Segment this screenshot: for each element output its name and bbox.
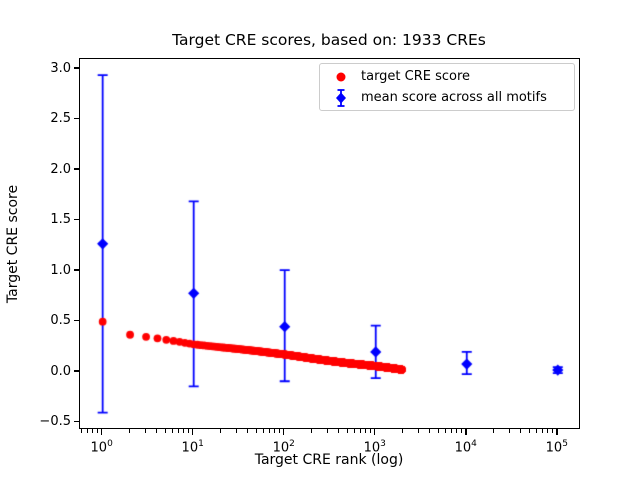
x-tick-label: 100: [90, 439, 113, 456]
x-tick-label: 104: [454, 439, 477, 456]
x-minor-tick-mark: [417, 429, 419, 433]
legend-label: target CRE score: [361, 69, 471, 84]
x-axis-label: Target CRE rank (log): [254, 452, 404, 468]
y-tick-mark: [74, 67, 79, 69]
x-tick-mark: [100, 429, 103, 435]
y-tick-mark: [74, 420, 79, 423]
x-tick-label: 101: [181, 439, 204, 456]
y-tick-mark: [74, 168, 79, 170]
y-tick-label: −0.5: [39, 414, 71, 430]
x-minor-tick-mark: [365, 429, 367, 433]
plot-canvas: [80, 59, 579, 428]
y-tick-label: 1.5: [50, 212, 71, 228]
x-minor-tick-mark: [80, 429, 82, 433]
x-minor-tick-mark: [310, 429, 312, 433]
x-minor-tick-mark: [274, 429, 276, 433]
x-minor-tick-mark: [183, 429, 185, 433]
x-minor-tick-mark: [338, 429, 340, 433]
x-minor-tick-mark: [536, 429, 538, 433]
y-tick-mark: [74, 218, 79, 221]
legend-row: mean score across all motifs: [320, 87, 574, 108]
x-minor-tick-mark: [360, 429, 362, 433]
x-minor-tick-mark: [188, 429, 190, 433]
x-minor-tick-mark: [401, 429, 403, 433]
x-minor-tick-mark: [255, 429, 257, 433]
plot-area: [79, 58, 580, 429]
legend-marker-diamond-errorbar-icon: [320, 88, 361, 108]
x-minor-tick-mark: [171, 429, 173, 433]
x-minor-tick-mark: [437, 429, 439, 433]
x-minor-tick-mark: [461, 429, 463, 433]
x-minor-tick-mark: [528, 429, 530, 433]
y-tick-label: 2.0: [50, 161, 71, 177]
x-tick-label: 103: [363, 439, 386, 456]
x-minor-tick-mark: [128, 429, 130, 433]
x-minor-tick-mark: [219, 429, 221, 433]
x-minor-tick-mark: [235, 429, 237, 433]
x-minor-tick-mark: [92, 429, 94, 433]
y-tick-mark: [74, 117, 79, 120]
y-tick-label: 0.0: [50, 363, 71, 379]
legend: target CRE score mean score across all mo…: [319, 63, 575, 111]
y-tick-mark: [74, 269, 79, 271]
x-minor-tick-mark: [451, 429, 453, 433]
x-minor-tick-mark: [164, 429, 166, 433]
y-tick-mark: [74, 319, 79, 322]
legend-marker-circle-icon: [320, 67, 361, 87]
x-minor-tick-mark: [97, 429, 98, 433]
x-tick-label: 102: [272, 439, 295, 456]
y-tick-label: 2.5: [50, 111, 71, 127]
x-tick-label: 105: [545, 439, 568, 456]
y-axis-label: Target CRE score: [5, 184, 21, 304]
x-minor-tick-mark: [155, 429, 157, 433]
plot-title: Target CRE scores, based on: 1933 CREs: [172, 31, 486, 49]
x-minor-tick-mark: [429, 429, 431, 433]
x-minor-tick-mark: [263, 429, 265, 433]
x-minor-tick-mark: [508, 429, 510, 433]
y-tick-label: 3.0: [50, 60, 71, 76]
x-minor-tick-mark: [492, 429, 494, 433]
x-minor-tick-mark: [269, 429, 271, 433]
x-tick-mark: [465, 429, 467, 435]
x-minor-tick-mark: [354, 429, 356, 433]
x-minor-tick-mark: [445, 429, 447, 433]
x-minor-tick-mark: [552, 429, 554, 433]
x-minor-tick-mark: [456, 429, 458, 433]
y-tick-label: 1.0: [50, 262, 71, 278]
legend-row: target CRE score: [320, 66, 574, 87]
legend-label: mean score across all motifs: [361, 90, 547, 105]
x-tick-mark: [282, 429, 285, 435]
x-minor-tick-mark: [246, 429, 248, 433]
x-minor-tick-mark: [279, 429, 281, 433]
x-tick-mark: [373, 429, 376, 435]
x-minor-tick-mark: [520, 429, 522, 433]
x-minor-tick-mark: [326, 429, 328, 433]
y-tick-label: 0.5: [50, 313, 71, 329]
x-minor-tick-mark: [87, 429, 89, 433]
x-minor-tick-mark: [542, 429, 544, 433]
x-tick-mark: [556, 429, 558, 435]
y-tick-mark: [74, 370, 79, 372]
x-minor-tick-mark: [178, 429, 180, 433]
x-tick-mark: [191, 429, 194, 435]
x-minor-tick-mark: [144, 429, 146, 433]
x-minor-tick-mark: [370, 429, 372, 433]
x-minor-tick-mark: [547, 429, 549, 433]
x-minor-tick-mark: [346, 429, 348, 433]
